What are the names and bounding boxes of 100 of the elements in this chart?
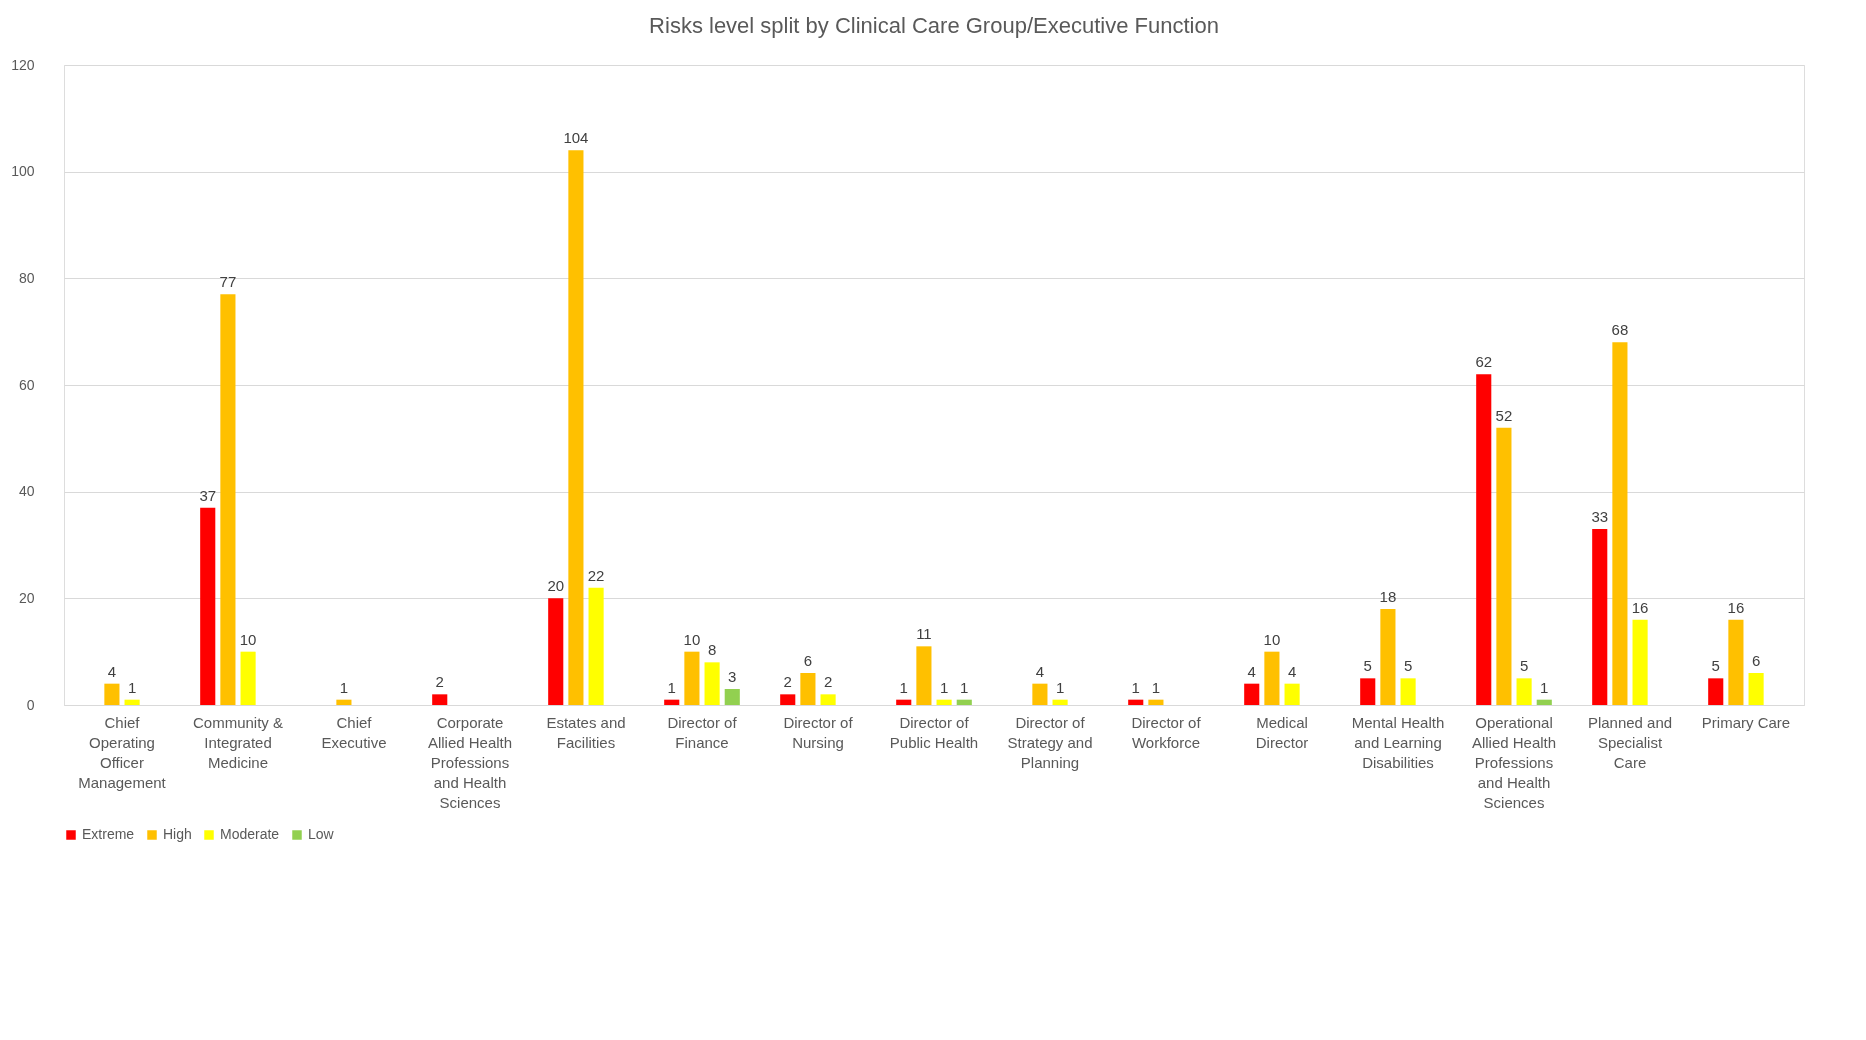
bar — [1496, 427, 1512, 705]
legend-label: High — [163, 826, 192, 842]
x-tick-label: Director of Public Health — [889, 713, 979, 751]
bar — [1632, 619, 1648, 705]
y-tick-label: 40 — [18, 483, 35, 500]
data-label: 1 — [1131, 678, 1140, 696]
data-label: 1 — [939, 678, 949, 696]
bar — [336, 699, 352, 705]
y-tick-label: 80 — [18, 269, 35, 286]
data-label: 1 — [1055, 678, 1065, 696]
data-label: 4 — [1287, 662, 1297, 680]
x-tick-label: Medical Director — [1255, 713, 1309, 751]
bar — [1264, 651, 1280, 705]
bar — [1592, 529, 1608, 705]
bar — [1244, 683, 1260, 705]
data-label: 5 — [1519, 657, 1529, 675]
data-label: 4 — [1035, 662, 1045, 680]
x-tick-label: Estates and Facilities — [546, 713, 626, 751]
bar — [1728, 619, 1744, 705]
bar — [956, 699, 972, 705]
x-tick-label: Chief Executive — [321, 713, 387, 751]
y-tick-label: 20 — [18, 589, 35, 606]
data-label: 1 — [1151, 678, 1161, 696]
data-label: 5 — [1711, 657, 1720, 675]
bar — [104, 683, 120, 705]
data-label: 2 — [435, 673, 444, 691]
bar — [124, 699, 140, 705]
data-label: 5 — [1363, 657, 1372, 675]
x-tick-label: Primary Care — [1701, 713, 1791, 731]
y-tick-label: 100 — [11, 163, 35, 180]
data-label: 10 — [683, 630, 701, 648]
bar — [240, 651, 256, 705]
data-label: 1 — [960, 678, 969, 696]
bar — [200, 507, 216, 705]
bar — [1748, 673, 1764, 705]
bar — [1380, 609, 1396, 705]
data-label: 16 — [1727, 598, 1745, 616]
legend-label: Extreme — [82, 826, 135, 842]
data-label: 1 — [1540, 678, 1549, 696]
data-label: 5 — [1403, 657, 1413, 675]
bar — [684, 651, 700, 705]
bar — [916, 646, 932, 705]
data-label: 1 — [667, 678, 676, 696]
bar — [1476, 374, 1492, 705]
bar — [220, 294, 236, 705]
bar — [1032, 683, 1048, 705]
bar — [1516, 678, 1532, 705]
bar — [432, 694, 448, 705]
data-label: 77 — [219, 273, 237, 291]
data-label: 22 — [587, 566, 605, 584]
bar — [1612, 342, 1628, 705]
bar — [1128, 699, 1144, 705]
bar — [800, 673, 816, 705]
bar — [588, 587, 604, 705]
data-label: 104 — [563, 129, 589, 147]
bar — [724, 689, 740, 705]
data-label: 1 — [899, 678, 908, 696]
bar — [1360, 678, 1376, 705]
data-label: 6 — [1751, 652, 1761, 669]
x-tick-label: Planned and Specialist Care — [1587, 713, 1673, 771]
data-label: 37 — [199, 486, 217, 504]
bar — [1284, 683, 1300, 705]
bar — [1148, 699, 1164, 705]
y-tick-label: 0 — [26, 696, 35, 713]
bar — [664, 699, 680, 705]
x-tick-label: Mental Health and Learning Disabilities — [1351, 713, 1445, 771]
x-tick-label: Director of Strategy and Planning — [1007, 713, 1093, 771]
legend-label: Moderate — [220, 826, 280, 842]
data-label: 10 — [239, 630, 257, 648]
bar — [896, 699, 912, 705]
data-label: 1 — [339, 678, 349, 696]
x-tick-label: Community & Integrated Medicine — [192, 713, 284, 771]
data-label: 8 — [707, 641, 717, 659]
bar — [548, 598, 564, 705]
x-tick-label: Operational Allied Health Professions and Health Sciences — [1471, 713, 1557, 811]
x-tick-label: Chief Operating Officer Management — [78, 713, 167, 791]
y-tick-label: 120 — [11, 56, 35, 73]
data-label: 10 — [1263, 630, 1281, 648]
data-label: 62 — [1475, 353, 1493, 371]
data-label: 20 — [547, 577, 565, 595]
bar — [704, 662, 720, 705]
bar — [1052, 699, 1068, 705]
data-label: 16 — [1631, 598, 1649, 616]
bar — [568, 150, 584, 705]
bar — [820, 694, 836, 705]
data-label: 33 — [1591, 508, 1609, 525]
x-tick-label: Director of Workforce — [1131, 713, 1202, 751]
data-label: 4 — [107, 662, 117, 680]
x-tick-label: Director of Nursing — [783, 713, 854, 751]
bar — [936, 699, 952, 705]
x-tick-label: Director of Finance — [667, 713, 738, 751]
data-label: 2 — [823, 673, 833, 691]
y-tick-label: 60 — [18, 376, 35, 393]
legend-label: Low — [308, 826, 335, 842]
x-tick-label: Corporate Allied Health Professions and Health Sciences — [427, 713, 513, 811]
bar — [1536, 699, 1552, 705]
bar — [780, 694, 796, 705]
data-label: 3 — [728, 668, 737, 685]
data-label: 6 — [803, 652, 813, 669]
data-label: 1 — [127, 678, 137, 696]
